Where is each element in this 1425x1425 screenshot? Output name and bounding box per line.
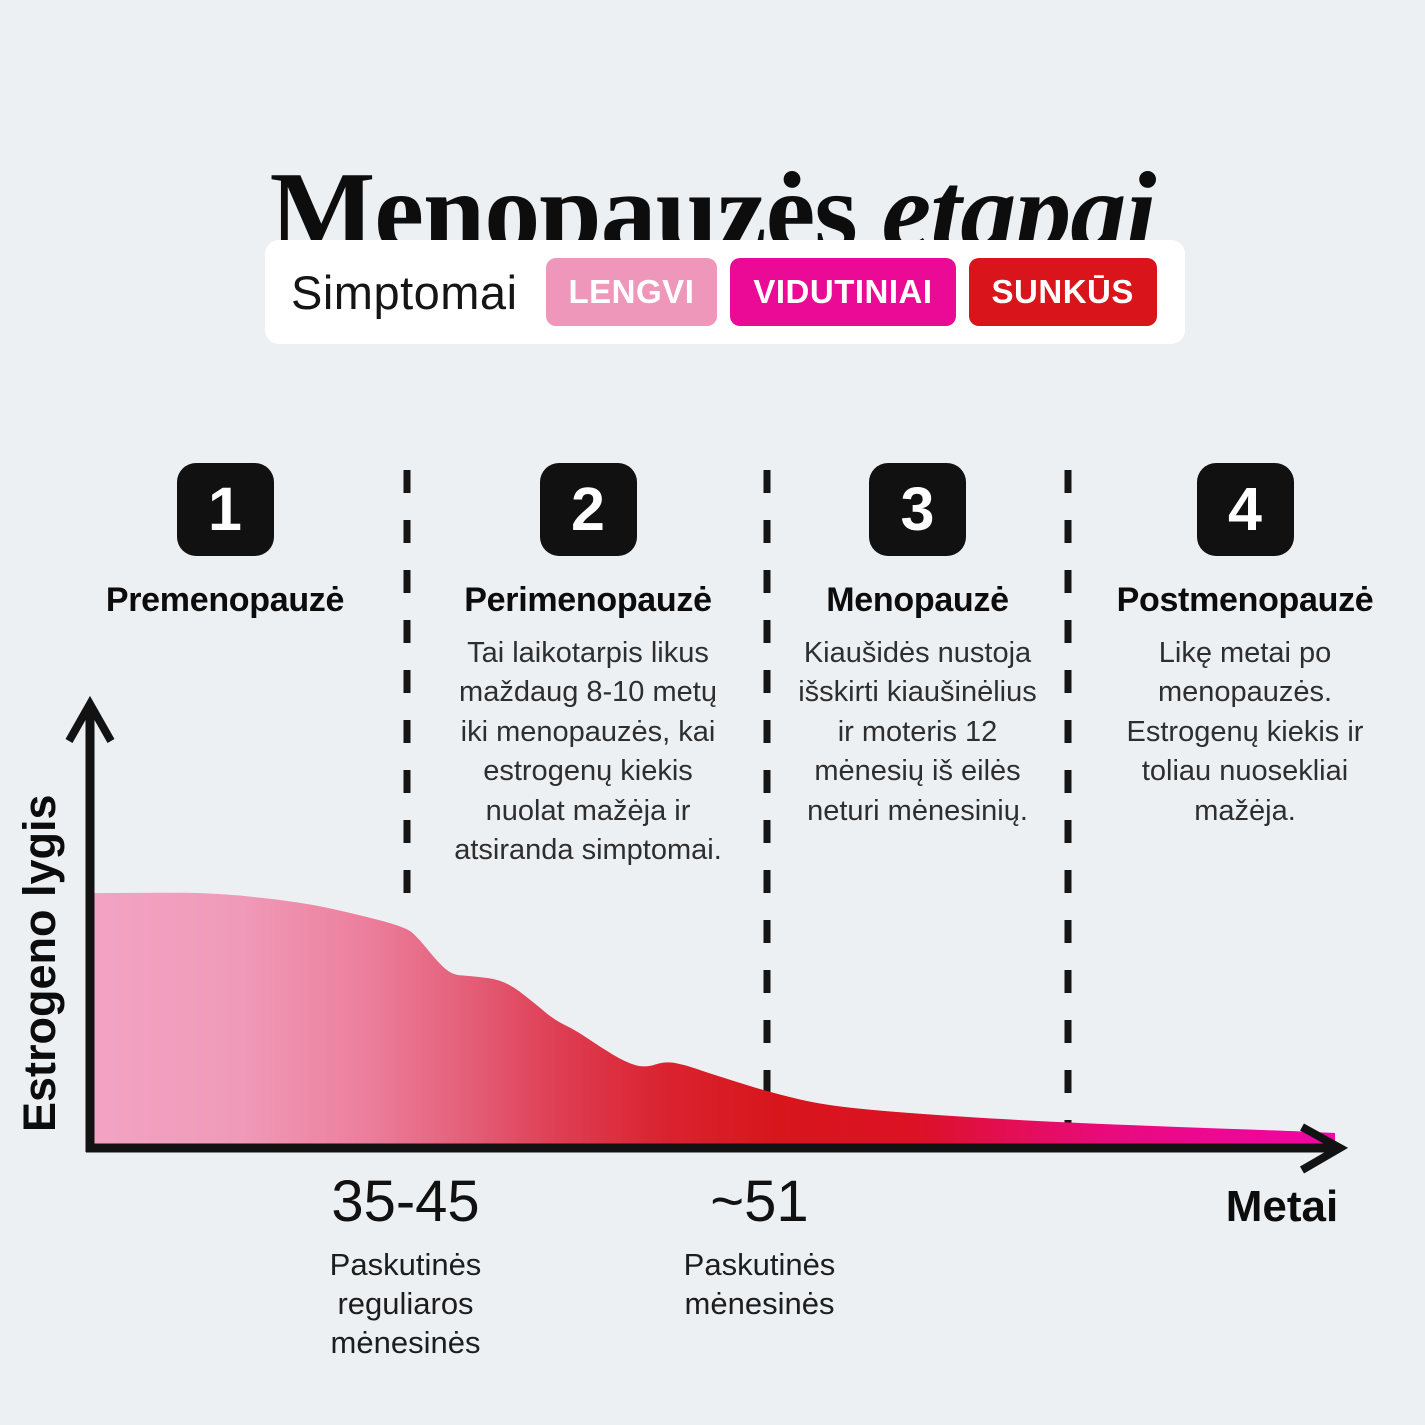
marker-value: ~51 xyxy=(710,1169,809,1234)
severity-badge-mild: LENGVI xyxy=(545,258,718,326)
marker-caption: Paskutinės mėnesinės xyxy=(683,1247,836,1322)
stage-dividers xyxy=(403,470,1072,1140)
stage-name: Premenopauzė xyxy=(105,581,345,619)
y-axis-label: Estrogeno lygis xyxy=(14,794,65,1132)
severity-badge-moderate: VIDUTINIAI xyxy=(730,258,956,326)
severity-badge-severe: SUNKŪS xyxy=(968,258,1157,326)
symptoms-legend: Simptomai LENGVI VIDUTINIAI SUNKŪS xyxy=(265,240,1185,344)
stage-number-badge: 4 xyxy=(1196,463,1294,556)
stage-number-badge: 3 xyxy=(869,463,966,556)
stage-description: Tai laikotarpis likus maždaug 8-10 metų … xyxy=(454,637,722,867)
stage-description: Kiaušidės nustoja išskirti kiaušinėlius … xyxy=(798,637,1037,827)
stage-name: Perimenopauzė xyxy=(464,581,712,619)
stage-name: Menopauzė xyxy=(826,581,1009,619)
x-axis-arrowhead xyxy=(1299,1123,1349,1174)
stage-perimenopause: 2 Perimenopauzė Tai laikotarpis likus ma… xyxy=(418,463,758,871)
estrogen-area xyxy=(90,892,1335,1148)
stage-number-badge: 2 xyxy=(539,463,637,556)
stage-name: Postmenopauzė xyxy=(1116,581,1374,619)
stage-number-badge: 1 xyxy=(176,463,274,556)
stage-description: Likę metai po menopauzės. Estrogenų kiek… xyxy=(1126,637,1364,827)
marker-value: 35-45 xyxy=(331,1169,480,1234)
x-marker-35-45: 35-45 Paskutinės reguliaros mėnesinės xyxy=(268,1168,543,1362)
stage-menopause: 3 Menopauzė Kiaušidės nustoja išskirti k… xyxy=(770,463,1065,831)
legend-label: Simptomai xyxy=(291,265,518,319)
stage-premenopause: 1 Premenopauzė xyxy=(50,463,400,634)
stage-postmenopause: 4 Postmenopauzė Likę metai po menopauzės… xyxy=(1078,463,1412,831)
axes xyxy=(65,695,1349,1174)
x-axis-label: Metai xyxy=(1225,1182,1339,1231)
x-marker-51: ~51 Paskutinės mėnesinės xyxy=(622,1168,897,1323)
marker-caption: Paskutinės reguliaros mėnesinės xyxy=(329,1247,482,1361)
y-axis-arrowhead xyxy=(65,695,115,743)
